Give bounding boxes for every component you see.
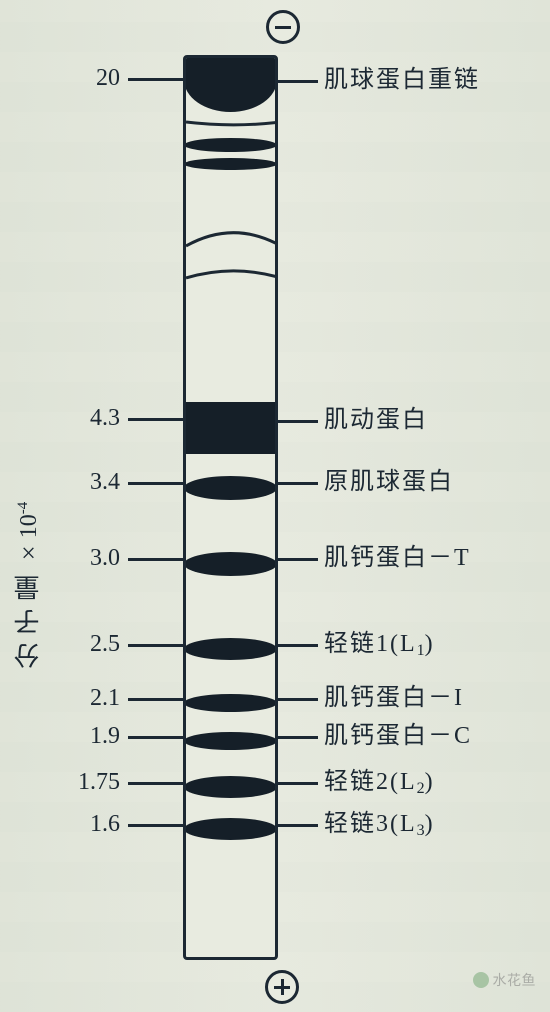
gel-band-troponin-t xyxy=(184,552,277,576)
gel-thin-line xyxy=(186,246,275,256)
gel-band-actin xyxy=(186,402,275,454)
watermark-text: 水花鱼 xyxy=(493,970,537,990)
protein-name-troponin-i: 肌钙蛋白－I xyxy=(324,686,464,710)
gel-band-tropomyosin xyxy=(184,476,277,500)
protein-name-troponin-c: 肌钙蛋白－C xyxy=(324,724,472,748)
protein-name-lc1: 轻链1(L1) xyxy=(324,632,435,659)
protein-pointer xyxy=(278,420,318,423)
protein-pointer xyxy=(278,736,318,739)
mw-value: 2.1 xyxy=(42,686,120,710)
protein-pointer xyxy=(278,644,318,647)
mw-pointer xyxy=(128,644,183,647)
gel-band-myosin-heavy xyxy=(184,58,277,112)
protein-pointer xyxy=(278,558,318,561)
gel-band-troponin-c xyxy=(184,732,277,750)
protein-name-lc2: 轻链2(L2) xyxy=(324,770,435,797)
mw-pointer xyxy=(128,558,183,561)
protein-name-lc3: 轻链3(L3) xyxy=(324,812,435,839)
protein-name-myosin-heavy: 肌球蛋白重链 xyxy=(324,68,480,92)
protein-name-actin: 肌动蛋白 xyxy=(324,408,428,432)
protein-pointer xyxy=(278,80,318,83)
gel-band-troponin-i xyxy=(184,694,277,712)
mw-pointer xyxy=(128,782,183,785)
axis-exp: -4 xyxy=(15,502,31,515)
protein-pointer xyxy=(278,782,318,785)
gel-thin-line xyxy=(186,278,275,288)
mw-value: 3.4 xyxy=(42,470,120,494)
mw-value: 20 xyxy=(42,66,120,90)
watermark: 水花鱼 xyxy=(473,970,537,990)
mw-value: 1.75 xyxy=(42,770,120,794)
electrode-anode-icon xyxy=(265,970,299,1004)
electrophoresis-diagram: 分子量×10-4 20 4.3 3.4 3.0 2.5 2.1 1.9 1.75 1.6 肌球蛋… xyxy=(0,0,550,1012)
axis-base: 10 xyxy=(16,514,42,538)
mw-pointer xyxy=(128,418,183,421)
mw-value: 1.6 xyxy=(42,812,120,836)
gel-thin-line xyxy=(186,122,275,132)
gel-column xyxy=(183,55,278,960)
mw-pointer xyxy=(128,78,183,81)
mw-value: 1.9 xyxy=(42,724,120,748)
mw-pointer xyxy=(128,824,183,827)
mw-pointer xyxy=(128,736,183,739)
protein-pointer xyxy=(278,482,318,485)
protein-name-troponin-t: 肌钙蛋白－T xyxy=(324,546,471,570)
gel-band-extra-a xyxy=(184,138,277,152)
gel-band-lc1 xyxy=(184,638,277,660)
gel-band-extra-b xyxy=(184,158,277,170)
mw-value: 3.0 xyxy=(42,546,120,570)
electrode-cathode-icon xyxy=(266,10,300,44)
mw-pointer xyxy=(128,698,183,701)
axis-prefix: 分子量× xyxy=(14,530,43,669)
mw-pointer xyxy=(128,482,183,485)
mw-value: 4.3 xyxy=(42,406,120,430)
mw-value: 2.5 xyxy=(42,632,120,656)
protein-pointer xyxy=(278,698,318,701)
gel-band-lc3 xyxy=(184,818,277,840)
protein-name-tropomyosin: 原肌球蛋白 xyxy=(324,470,454,494)
protein-pointer xyxy=(278,824,318,827)
gel-band-lc2 xyxy=(184,776,277,798)
wechat-icon xyxy=(473,972,489,988)
